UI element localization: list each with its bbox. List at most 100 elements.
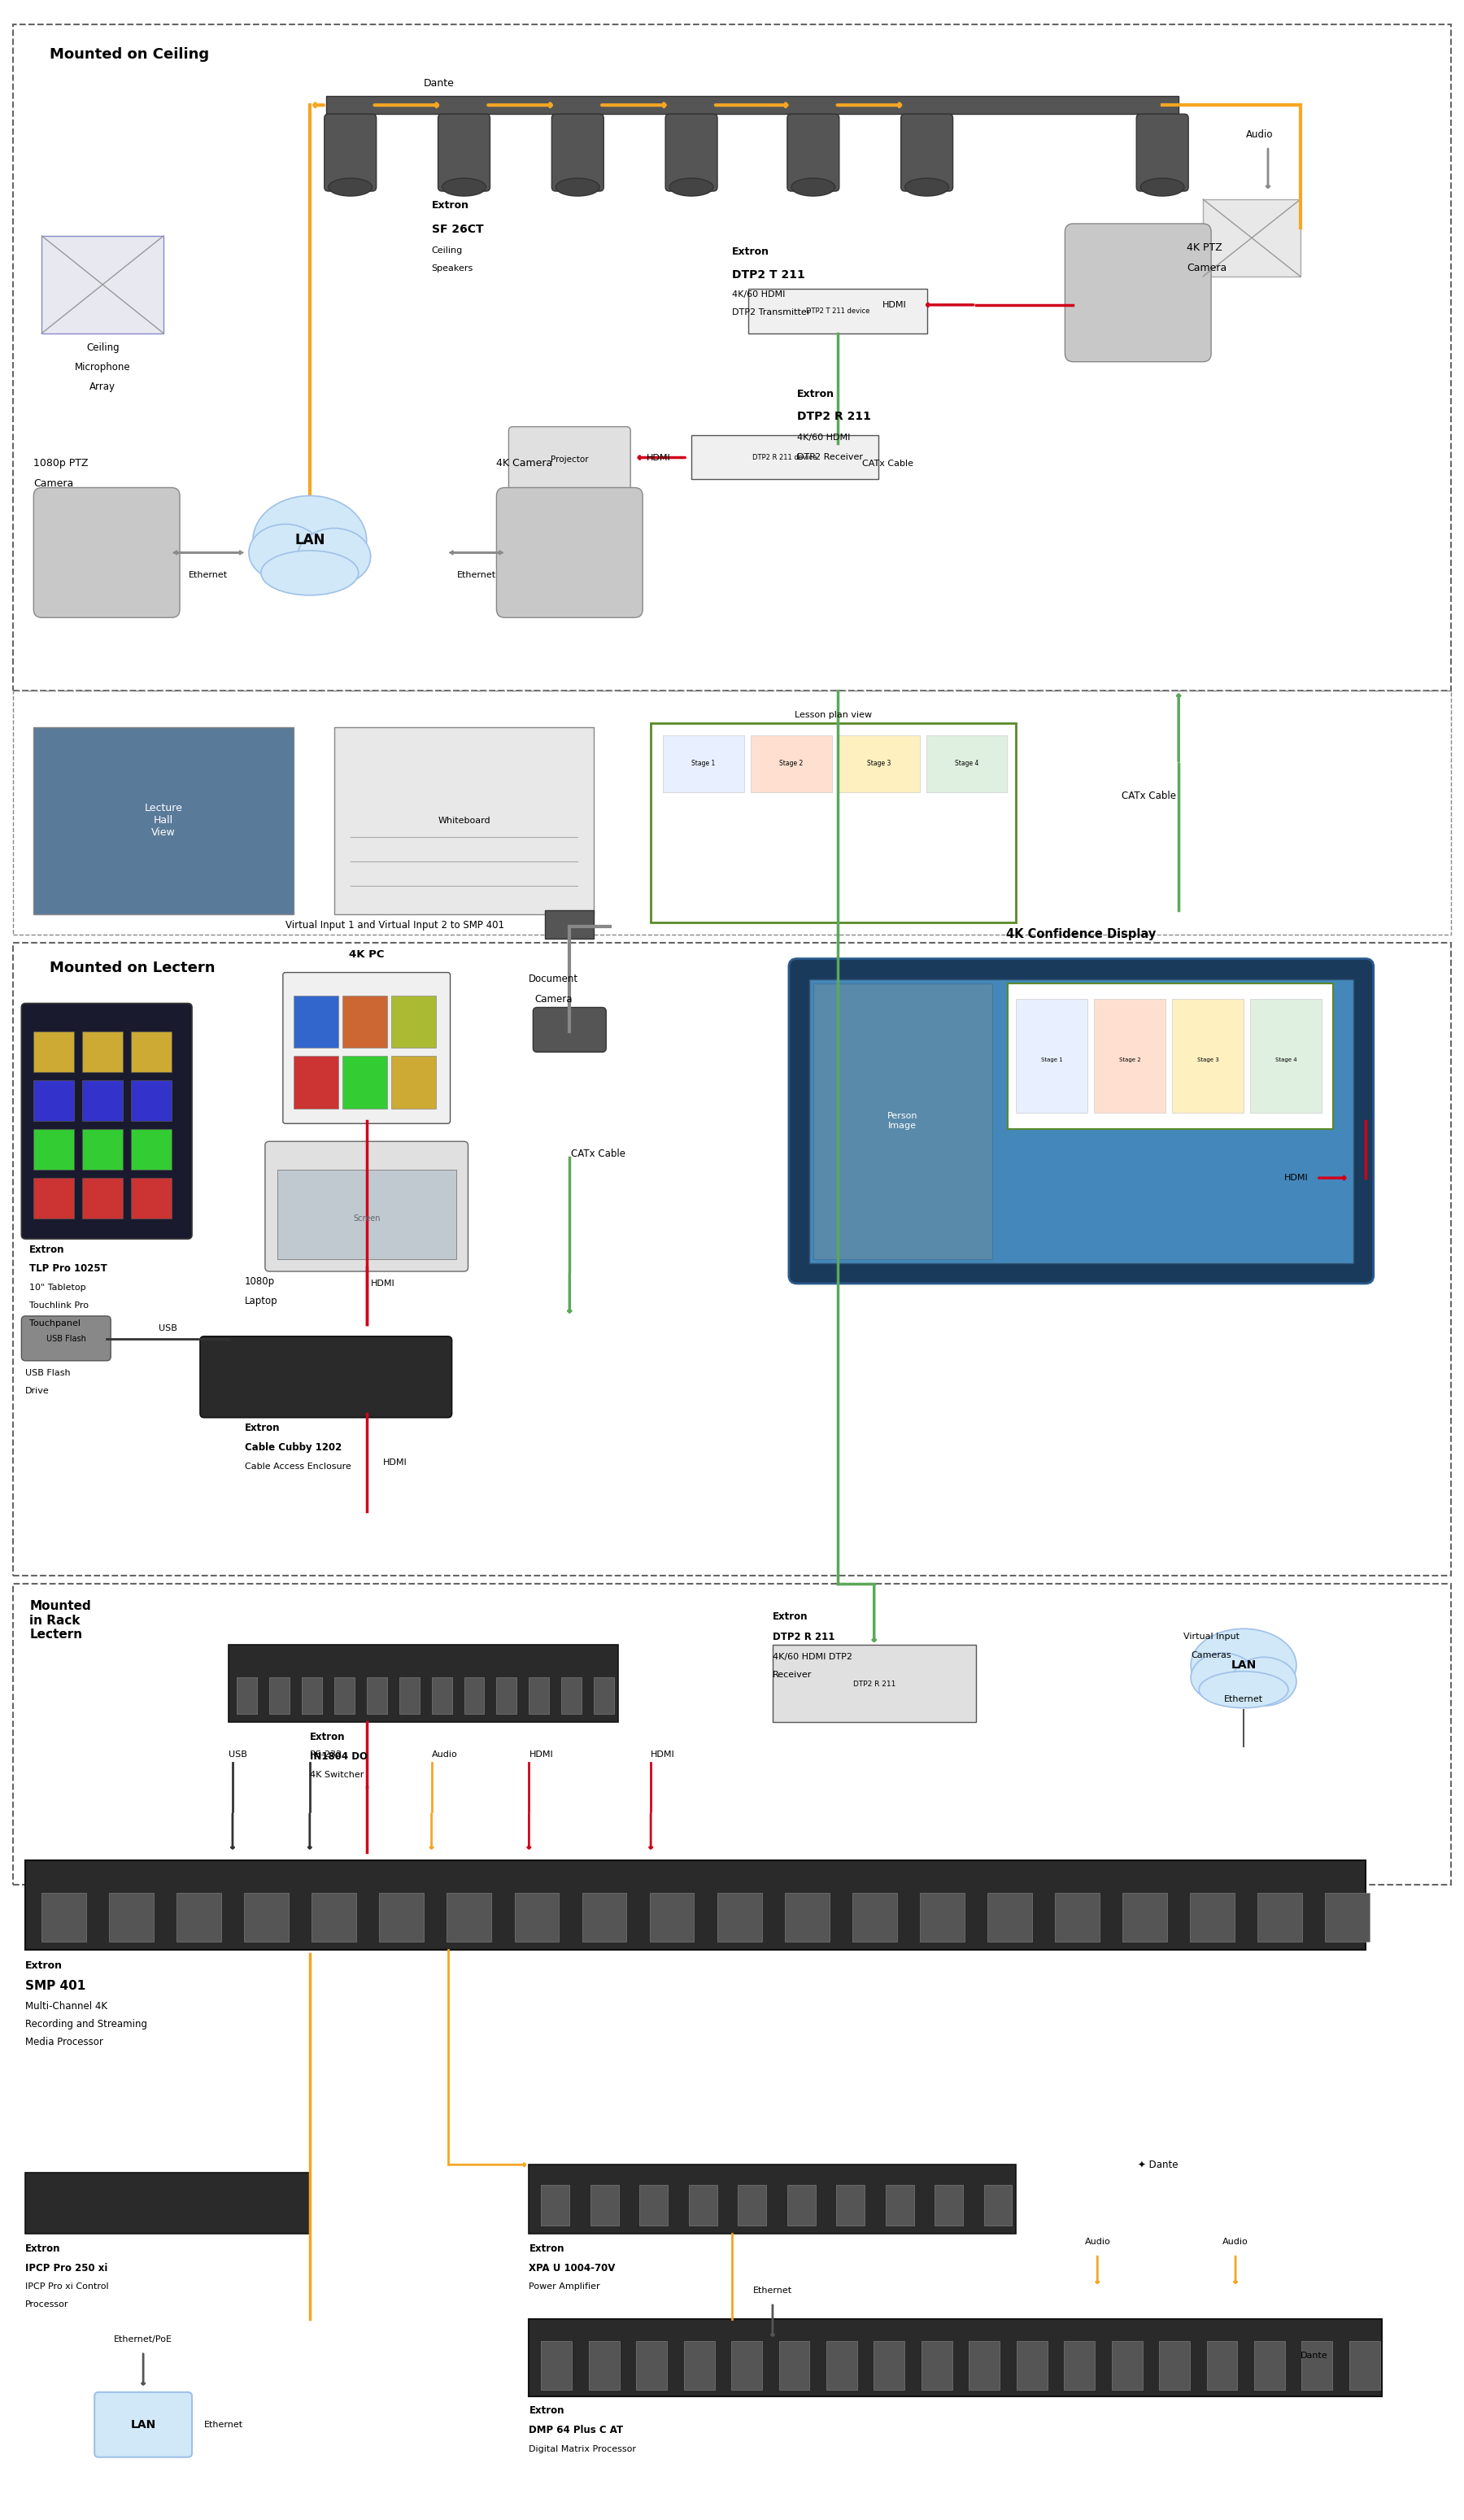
Bar (1301, 2341, 1332, 2389)
Bar (13, 1585, 1451, 1885)
Text: DTP2 R 211 device: DTP2 R 211 device (752, 454, 817, 461)
Bar (684, 2341, 714, 2389)
Text: Ethernet: Ethernet (457, 572, 496, 580)
Bar (1094, 1000, 1165, 1114)
FancyBboxPatch shape (283, 973, 451, 1124)
Text: HDMI: HDMI (651, 1751, 675, 1759)
Text: Stage 1: Stage 1 (691, 761, 716, 769)
Text: LAN: LAN (294, 534, 325, 547)
Text: Stage 4: Stage 4 (1275, 1058, 1297, 1063)
FancyBboxPatch shape (95, 2391, 192, 2457)
Bar (34, 1031, 75, 1074)
Ellipse shape (249, 524, 322, 582)
Text: Ethernet/PoE: Ethernet/PoE (114, 2336, 173, 2344)
Text: TLP Pro 1025T: TLP Pro 1025T (29, 1263, 107, 1275)
Text: Stage 1: Stage 1 (1041, 1058, 1063, 1063)
Text: Processor: Processor (25, 2301, 69, 2308)
Bar (738, 2185, 766, 2225)
Bar (1350, 2341, 1381, 2389)
Text: 10" Tabletop: 10" Tabletop (29, 1283, 86, 1293)
Bar (464, 1678, 485, 1714)
Bar (312, 1893, 357, 1940)
Bar (748, 290, 927, 333)
Bar (228, 1646, 618, 1721)
Text: Whiteboard: Whiteboard (438, 816, 490, 824)
Bar (934, 2185, 963, 2225)
Text: Ceiling: Ceiling (432, 247, 463, 255)
Bar (919, 1893, 965, 1940)
FancyBboxPatch shape (789, 958, 1373, 1283)
Bar (42, 237, 164, 333)
Text: DTP2 Transmitter: DTP2 Transmitter (732, 307, 811, 318)
Bar (82, 1081, 123, 1121)
Bar (1123, 1893, 1167, 1940)
Text: Ceiling: Ceiling (86, 343, 119, 353)
FancyBboxPatch shape (1136, 113, 1189, 192)
Bar (302, 1678, 322, 1714)
Bar (542, 2341, 572, 2389)
Bar (34, 1129, 75, 1169)
FancyBboxPatch shape (533, 1008, 606, 1051)
Text: IPCP Pro xi Control: IPCP Pro xi Control (25, 2283, 108, 2291)
FancyBboxPatch shape (22, 1315, 111, 1361)
Bar (691, 436, 878, 479)
Bar (650, 1893, 694, 1940)
Ellipse shape (253, 496, 366, 585)
Text: Audio: Audio (1085, 2238, 1110, 2245)
Text: Stage 2: Stage 2 (779, 761, 804, 769)
FancyBboxPatch shape (1064, 224, 1211, 363)
Bar (921, 2341, 952, 2389)
Text: IN1804 DO: IN1804 DO (310, 1751, 367, 1761)
Bar (13, 690, 1451, 935)
Text: Mounted on Lectern: Mounted on Lectern (50, 960, 215, 975)
Bar (984, 2185, 1012, 2225)
Bar (590, 2185, 619, 2225)
Text: Power Amplifier: Power Amplifier (529, 2283, 600, 2291)
Bar (836, 2185, 865, 2225)
Bar (1258, 1893, 1301, 1940)
FancyBboxPatch shape (496, 489, 643, 617)
Bar (969, 2341, 1000, 2389)
Text: 4K Switcher: 4K Switcher (310, 1772, 363, 1779)
Bar (34, 1081, 75, 1121)
Bar (132, 1031, 171, 1074)
Bar (432, 1678, 452, 1714)
Bar (1250, 1000, 1322, 1114)
Text: ✦ Dante: ✦ Dante (1138, 2160, 1179, 2170)
Bar (987, 1893, 1032, 1940)
FancyBboxPatch shape (508, 426, 631, 491)
Bar (529, 2318, 1382, 2397)
Ellipse shape (1190, 1628, 1297, 1701)
Bar (293, 995, 338, 1048)
Text: Extron: Extron (773, 1610, 808, 1623)
Bar (343, 995, 386, 1048)
Bar (391, 1056, 436, 1109)
Bar (447, 1893, 492, 1940)
Bar (42, 1893, 86, 1940)
Text: Audio: Audio (432, 1751, 457, 1759)
Text: Camera: Camera (34, 479, 73, 489)
Bar (640, 2185, 668, 2225)
Text: Recording and Streaming: Recording and Streaming (25, 2019, 148, 2029)
Bar (1016, 1000, 1088, 1114)
Bar (132, 1177, 171, 1220)
Text: Lesson plan view: Lesson plan view (795, 711, 873, 718)
Text: DTP2 T 211 device: DTP2 T 211 device (805, 307, 870, 315)
Text: 4K/60 HDMI: 4K/60 HDMI (796, 433, 851, 441)
Text: Extron: Extron (432, 199, 468, 209)
Text: Extron: Extron (25, 2243, 61, 2253)
Ellipse shape (442, 179, 486, 197)
Bar (874, 2341, 905, 2389)
FancyBboxPatch shape (900, 113, 953, 192)
Text: SMP 401: SMP 401 (25, 1981, 86, 1993)
Text: Screen: Screen (353, 1215, 381, 1222)
Bar (927, 736, 1007, 791)
Bar (82, 1031, 123, 1074)
Text: Microphone: Microphone (75, 363, 130, 373)
Ellipse shape (1231, 1658, 1297, 1706)
Bar (583, 1893, 627, 1940)
Bar (1111, 2341, 1142, 2389)
Text: 4K PTZ: 4K PTZ (1187, 242, 1222, 255)
Text: Camera: Camera (534, 993, 572, 1005)
Text: Cable Cubby 1202: Cable Cubby 1202 (244, 1441, 341, 1454)
